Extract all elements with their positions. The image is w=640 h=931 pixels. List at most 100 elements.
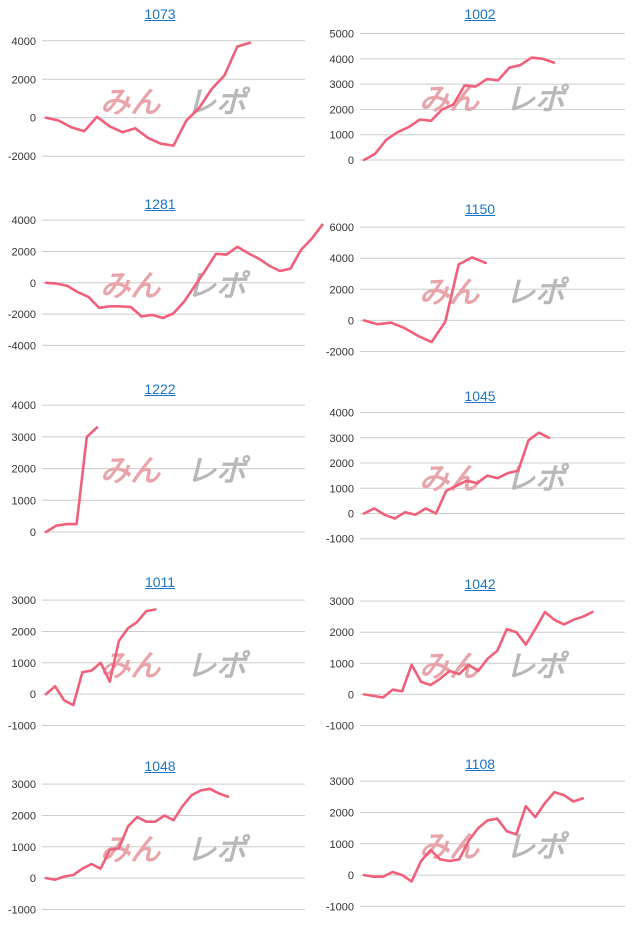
chart-title-link[interactable]: 1048 <box>144 758 176 774</box>
data-point <box>486 474 489 477</box>
series-line <box>362 256 487 344</box>
y-tick-label: 0 <box>348 689 354 701</box>
data-point <box>553 618 556 621</box>
data-point <box>424 507 427 510</box>
chart-title-link[interactable]: 1042 <box>464 576 496 592</box>
svg-text:レポ: レポ <box>186 833 251 868</box>
chart-panel-1002: 1002 5000 4000 3000 2000 1000 0 みん レポ <box>320 0 640 180</box>
watermark-logo: みん レポ <box>419 83 570 118</box>
data-point <box>278 270 281 272</box>
chart-title-link[interactable]: 1150 <box>464 201 496 217</box>
data-point <box>163 814 166 817</box>
data-point <box>45 281 47 284</box>
y-tick-label: 0 <box>348 155 354 167</box>
data-point <box>145 820 147 823</box>
data-point <box>54 878 56 881</box>
data-point <box>484 262 487 264</box>
data-point <box>363 319 365 322</box>
data-point <box>130 306 132 308</box>
data-point <box>467 664 470 666</box>
data-point <box>457 263 460 266</box>
data-point <box>321 224 324 226</box>
data-point <box>147 137 149 139</box>
data-point <box>591 611 594 613</box>
data-point <box>394 517 396 520</box>
data-point <box>376 323 379 326</box>
chart-title-link[interactable]: 1108 <box>464 756 496 772</box>
data-point <box>527 439 530 442</box>
y-tick-label: 4000 <box>12 400 36 412</box>
y-tick-label: -4000 <box>8 340 36 352</box>
data-point <box>448 860 451 862</box>
line-chart: 4000 2000 0 -2000 -4000 みん レポ <box>8 215 324 352</box>
data-point <box>99 661 102 664</box>
data-point <box>541 58 544 60</box>
data-point <box>497 79 499 82</box>
data-point <box>204 269 207 272</box>
data-point <box>572 800 575 803</box>
data-point <box>81 671 84 673</box>
data-point <box>63 875 66 878</box>
data-point <box>300 249 302 251</box>
data-point <box>525 643 527 646</box>
y-tick-label: 0 <box>348 315 354 327</box>
chart-panel-1073: 1073 4000 2000 0 -2000 みん レポ <box>0 0 320 182</box>
data-point <box>439 678 441 680</box>
data-point <box>391 688 394 691</box>
data-point <box>249 41 251 44</box>
data-point <box>382 696 384 699</box>
data-point <box>136 621 138 623</box>
data-point <box>414 513 417 516</box>
chart-title-link[interactable]: 1222 <box>144 381 176 397</box>
data-point <box>534 628 537 630</box>
y-tick-label: 4000 <box>12 36 36 48</box>
data-point <box>183 300 185 303</box>
data-point <box>363 693 365 696</box>
data-point <box>96 426 98 429</box>
data-point <box>476 482 478 485</box>
chart-title-link[interactable]: 1002 <box>464 6 496 22</box>
chart-title-link[interactable]: 1281 <box>144 196 176 212</box>
data-point <box>118 640 120 642</box>
y-tick-label: 4000 <box>12 215 36 227</box>
y-tick-label: 1000 <box>330 130 354 142</box>
data-point <box>505 830 508 833</box>
data-point <box>407 126 410 128</box>
data-point <box>134 127 137 130</box>
data-point <box>247 252 249 254</box>
chart-title-link[interactable]: 1011 <box>144 574 176 590</box>
line-chart: 3000 2000 1000 0 -1000 みん レポ <box>8 595 305 732</box>
y-tick-label: 2000 <box>12 810 36 822</box>
chart-title-link[interactable]: 1045 <box>464 388 496 404</box>
data-point <box>210 88 213 90</box>
svg-text:レポ: レポ <box>505 650 570 685</box>
data-point <box>417 335 419 337</box>
data-point <box>140 315 143 318</box>
data-point <box>486 78 488 80</box>
data-point <box>54 685 56 688</box>
data-point <box>96 115 98 118</box>
data-point <box>515 833 518 836</box>
data-point <box>458 673 460 675</box>
data-point <box>401 690 403 693</box>
y-tick-label: 1000 <box>12 495 36 507</box>
data-point <box>385 138 388 141</box>
svg-text:レポ: レポ <box>505 83 570 118</box>
svg-text:レポ: レポ <box>505 276 570 311</box>
data-point <box>477 827 480 829</box>
chart-title-link[interactable]: 1073 <box>144 6 176 22</box>
y-tick-label: -1000 <box>8 720 36 732</box>
data-point <box>486 819 489 822</box>
data-point <box>519 64 522 66</box>
y-tick-label: 0 <box>30 113 36 125</box>
data-point <box>363 512 365 515</box>
line-chart: 5000 4000 3000 2000 1000 0 みん レポ <box>330 29 625 167</box>
data-point <box>198 107 200 109</box>
data-point <box>223 74 226 77</box>
data-point <box>391 871 394 873</box>
data-point <box>553 61 555 64</box>
data-point <box>218 792 220 795</box>
data-point <box>458 858 460 861</box>
y-tick-label: 2000 <box>12 464 36 476</box>
data-point <box>507 472 509 474</box>
